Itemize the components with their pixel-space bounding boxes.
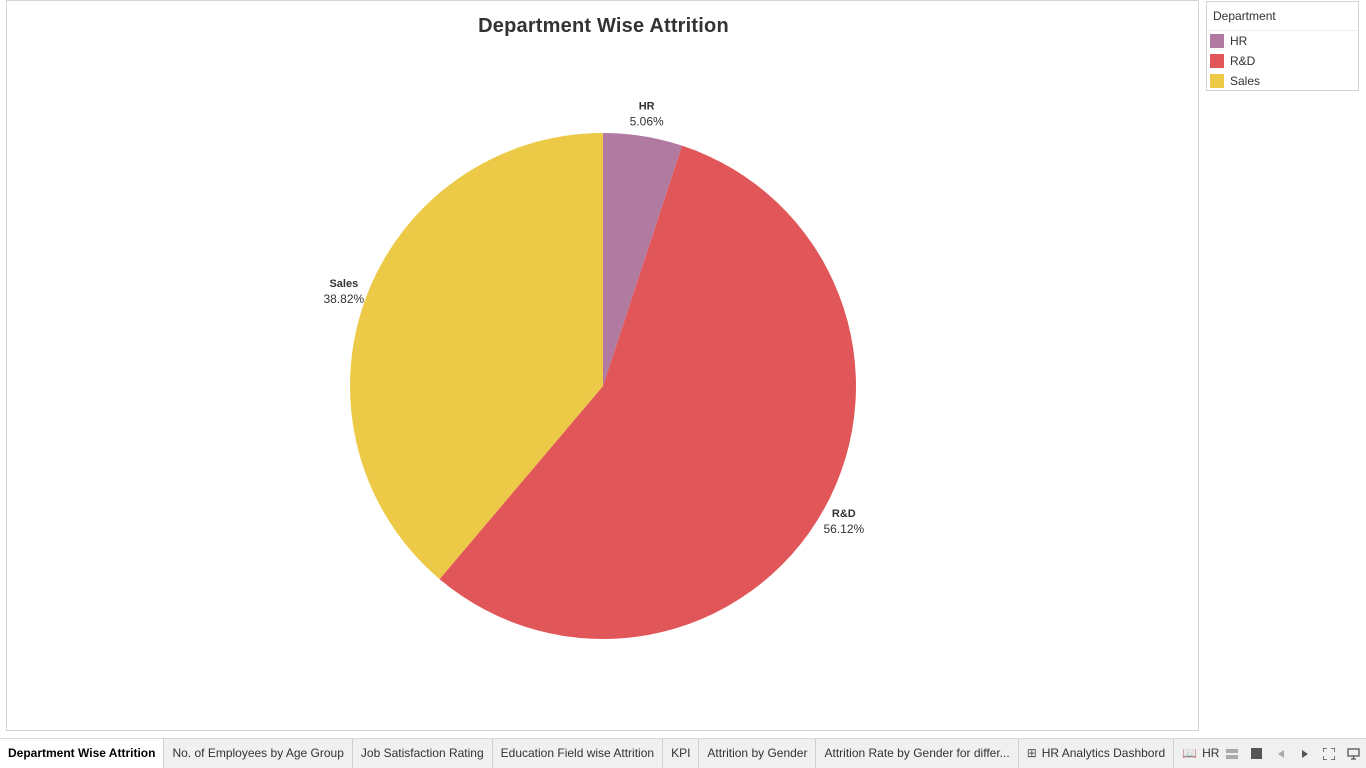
tab-education-field-attrition[interactable]: Education Field wise Attrition [493, 739, 664, 768]
slice-label-value: 38.82% [323, 292, 364, 306]
sheet-tab-bar: Department Wise Attrition No. of Employe… [0, 738, 1366, 768]
chart-title: Department Wise Attrition [478, 15, 729, 37]
legend-item-rnd[interactable]: R&D [1207, 51, 1358, 71]
slice-label-value: 5.06% [630, 114, 664, 128]
tab-attrition-by-gender[interactable]: Attrition by Gender [699, 739, 817, 768]
legend-item-hr[interactable]: HR [1207, 31, 1358, 51]
pie-slice-hr[interactable] [603, 133, 683, 386]
legend-swatch-sales [1210, 74, 1224, 88]
legend-swatch-hr [1210, 34, 1224, 48]
pie-chart: HR 5.06% R&D 56.12% Sales 38.82% [323, 100, 865, 640]
legend-item-sales[interactable]: Sales [1207, 71, 1358, 91]
pie-slice-sales[interactable] [350, 133, 603, 580]
worksheet-area: Department Wise Attrition HR 5.06% R&D 56.1… [6, 0, 1199, 731]
legend-swatch-rnd [1210, 54, 1224, 68]
legend-label-hr: HR [1230, 34, 1248, 48]
dashboard-icon: ⊞ [1026, 746, 1037, 760]
tab-navigation [1220, 738, 1366, 768]
slice-label-hr: HR 5.06% [630, 100, 664, 128]
fullscreen-icon[interactable] [1319, 744, 1339, 764]
tab-label: Attrition by Gender [707, 746, 808, 760]
tab-label: Attrition Rate by Gender for differ... [824, 746, 1010, 760]
story-icon: 📖 [1182, 746, 1198, 760]
tab-label: Department Wise Attrition [8, 746, 156, 760]
prev-icon[interactable] [1271, 744, 1291, 764]
slice-label-name: HR [639, 100, 655, 112]
legend-label-sales: Sales [1230, 74, 1261, 88]
tab-label: No. of Employees by Age Group [172, 746, 344, 760]
legend: Department HR R&D Sales [1206, 1, 1359, 91]
tab-label: HR Analytics Dashbord [1041, 746, 1166, 760]
filmstrip-icon[interactable] [1246, 744, 1266, 764]
tab-hr-analytics-dashboard[interactable]: ⊞ HR Analytics Dashbord [1019, 739, 1175, 768]
tab-employees-by-age-group[interactable]: No. of Employees by Age Group [164, 739, 353, 768]
tab-department-wise-attrition[interactable]: Department Wise Attrition [0, 739, 165, 768]
tab-label: Job Satisfaction Rating [360, 746, 484, 760]
tab-job-satisfaction-rating[interactable]: Job Satisfaction Rating [353, 739, 493, 768]
slice-label-sales: Sales 38.82% [323, 278, 364, 306]
slice-label-rd: R&D 56.12% [823, 508, 864, 536]
legend-label-rnd: R&D [1230, 54, 1256, 68]
tab-kpi[interactable]: KPI [663, 739, 700, 768]
slice-label-value: 56.12% [823, 522, 864, 536]
sheet-sorter-icon[interactable] [1222, 744, 1242, 764]
presentation-icon[interactable] [1344, 744, 1364, 764]
tab-attrition-rate-by-gender[interactable]: Attrition Rate by Gender for differ... [816, 739, 1019, 768]
next-icon[interactable] [1295, 744, 1315, 764]
tab-label: Education Field wise Attrition [500, 746, 655, 760]
pie-slice-rd[interactable] [439, 145, 857, 640]
legend-title: Department [1207, 2, 1358, 31]
slice-label-name: R&D [832, 508, 856, 520]
slice-label-name: Sales [329, 278, 358, 290]
tab-label: KPI [671, 746, 691, 760]
